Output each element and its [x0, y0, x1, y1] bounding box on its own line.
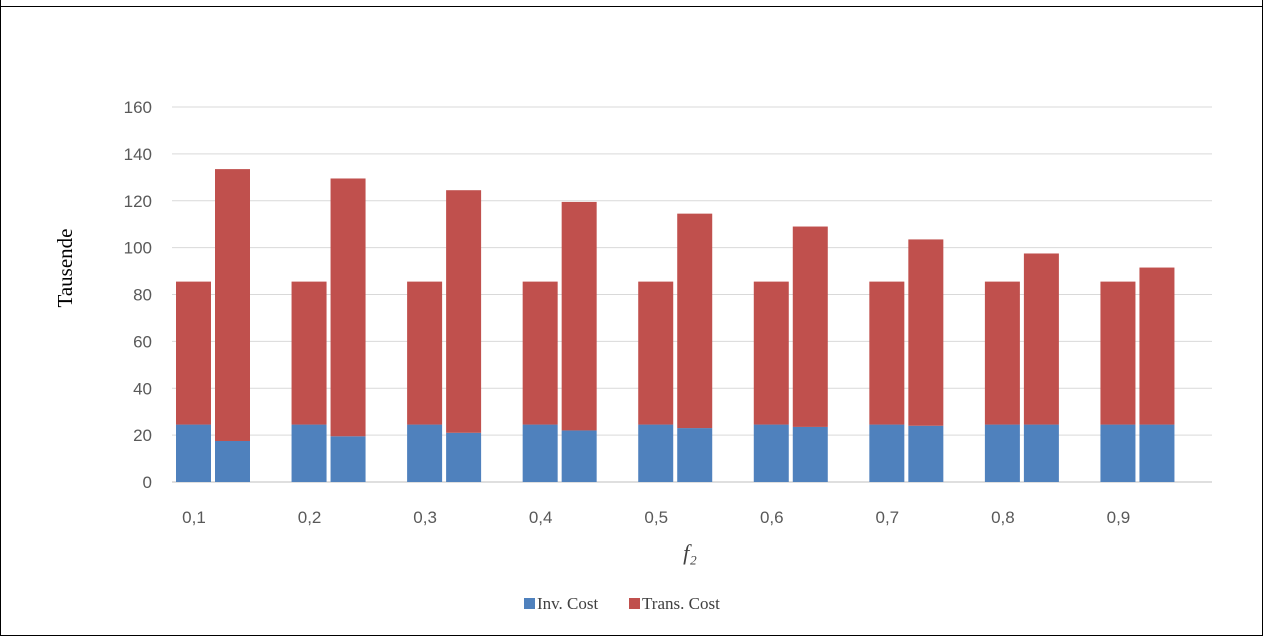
- bar-trans-cost: [291, 281, 327, 425]
- bar-trans-cost: [215, 169, 250, 441]
- bar-inv-cost: [1100, 424, 1136, 482]
- x-axis-label: f₂: [683, 540, 697, 565]
- legend-swatch: [629, 598, 640, 609]
- bar-trans-cost: [176, 281, 211, 425]
- bar-inv-cost: [984, 424, 1020, 482]
- bar-trans-cost: [407, 281, 443, 425]
- bar-inv-cost: [330, 436, 366, 482]
- x-tick-label: 0,9: [1107, 508, 1131, 527]
- x-tick-label: 0,5: [644, 508, 668, 527]
- bar-trans-cost: [869, 281, 905, 425]
- bar-inv-cost: [176, 424, 211, 482]
- bar-inv-cost: [291, 424, 327, 482]
- bar-inv-cost: [1139, 424, 1175, 482]
- bar-inv-cost: [869, 424, 905, 482]
- y-tick-label: 140: [124, 145, 152, 164]
- x-tick-label: 0,2: [298, 508, 322, 527]
- x-tick-labels: 0,1 0,2 0,3 0,4 0,5 0,6 0,7 0,8 0,9: [182, 508, 1130, 527]
- legend-label: Inv. Cost: [537, 594, 599, 613]
- caption-divider: [0, 6, 1263, 7]
- y-tick-label: 160: [124, 98, 152, 117]
- bar-inv-cost: [215, 440, 250, 482]
- bar-inv-cost: [522, 424, 558, 482]
- y-tick-label: 120: [124, 192, 152, 211]
- bar-trans-cost: [330, 178, 366, 437]
- bar-trans-cost: [561, 201, 597, 431]
- bar-inv-cost: [638, 424, 674, 482]
- bar-trans-cost: [753, 281, 789, 425]
- y-tick-label: 100: [124, 239, 152, 258]
- y-axis-label: Tausende: [53, 229, 77, 308]
- x-tick-label: 0,6: [760, 508, 784, 527]
- x-tick-label: 0,8: [991, 508, 1015, 527]
- bar-trans-cost: [1139, 267, 1175, 425]
- bar-trans-cost: [677, 213, 713, 429]
- x-tick-label: 0,4: [529, 508, 553, 527]
- x-tick-label: 0,1: [182, 508, 206, 527]
- bar-trans-cost: [984, 281, 1020, 425]
- bar-trans-cost: [792, 226, 828, 427]
- bar-inv-cost: [792, 426, 828, 482]
- bar-inv-cost: [753, 424, 789, 482]
- x-tick-label: 0,3: [413, 508, 437, 527]
- legend-swatch: [524, 598, 535, 609]
- bar-trans-cost: [638, 281, 674, 425]
- legend: Inv. Cost Trans. Cost: [524, 594, 720, 613]
- bar-trans-cost: [446, 190, 482, 433]
- bar-trans-cost: [1023, 253, 1059, 425]
- y-tick-labels: 0 20 40 60 80 100 120 140 160: [124, 98, 152, 492]
- bar-trans-cost: [522, 281, 558, 425]
- bar-trans-cost: [908, 239, 944, 426]
- bar-inv-cost: [908, 425, 944, 482]
- bar-inv-cost: [446, 432, 482, 482]
- bars: [176, 169, 1175, 482]
- y-tick-label: 0: [143, 473, 152, 492]
- x-tick-label: 0,7: [876, 508, 900, 527]
- bar-inv-cost: [677, 428, 713, 482]
- y-tick-label: 40: [133, 379, 152, 398]
- bar-inv-cost: [561, 430, 597, 482]
- y-tick-label: 20: [133, 426, 152, 445]
- y-tick-label: 60: [133, 332, 152, 351]
- bar-inv-cost: [407, 424, 443, 482]
- legend-label: Trans. Cost: [642, 594, 720, 613]
- bar-inv-cost: [1023, 424, 1059, 482]
- y-tick-label: 80: [133, 286, 152, 305]
- bar-trans-cost: [1100, 281, 1136, 425]
